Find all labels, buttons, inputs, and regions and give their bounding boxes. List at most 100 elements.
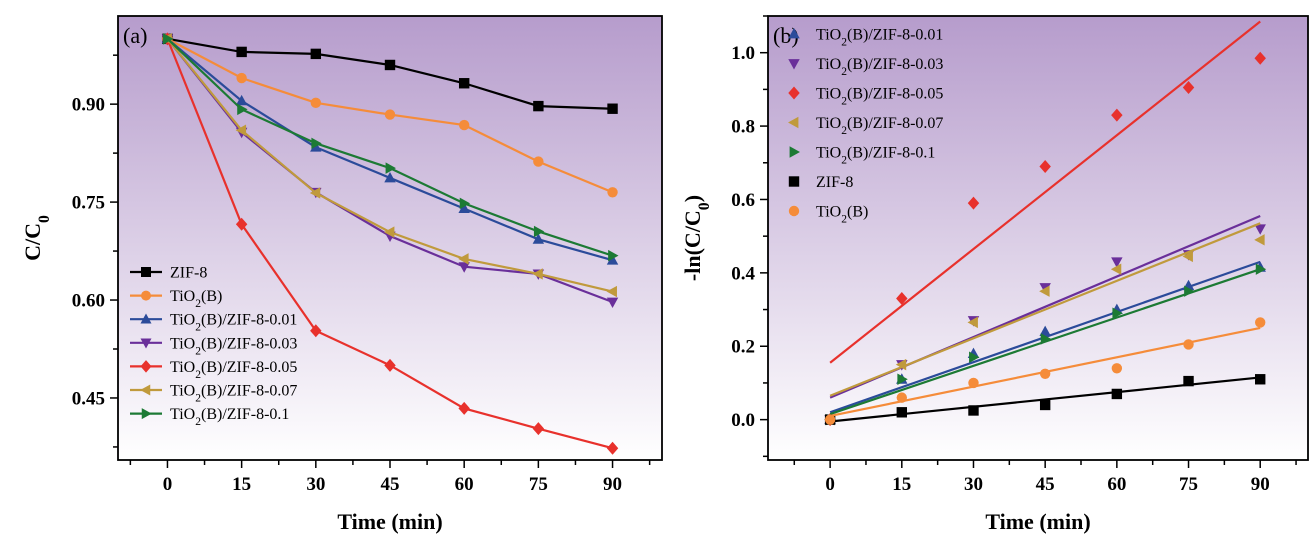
data-point: [1255, 263, 1267, 275]
x-tick-label: 15: [232, 474, 251, 495]
legend-item: TiO2(B)/ZIF-8-0.03: [788, 56, 943, 78]
y-axis-title-text: C/C: [20, 223, 45, 261]
x-tick-label: 75: [529, 474, 548, 495]
series-tio2-b-zif-8-0-1: [163, 33, 619, 262]
data-point: [968, 405, 979, 416]
data-point: [384, 171, 396, 183]
legend-label: TiO2(B)/ZIF-8-0.07: [816, 115, 943, 137]
legend-marker: [788, 86, 800, 100]
data-point: [384, 358, 396, 372]
data-point: [969, 351, 980, 363]
y-tick-label: 1.0: [731, 43, 755, 64]
data-point: [824, 414, 836, 425]
legend-label-subscript: 2: [195, 416, 201, 428]
legend-label: TiO2(B)/ZIF-8-0.03: [170, 335, 297, 357]
x-tick-label: 90: [1251, 474, 1270, 495]
legend: ZIF-8TiO2(B)TiO2(B)/ZIF-8-0.01TiO2(B)/ZI…: [130, 265, 297, 428]
plot-background: [768, 16, 1308, 460]
data-point: [310, 324, 322, 338]
data-point: [896, 392, 908, 403]
legend-label: TiO2(B)/ZIF-8-0.1: [816, 145, 935, 167]
data-point: [309, 187, 321, 199]
legend-marker: [140, 384, 151, 396]
x-tick-label: 60: [1107, 474, 1126, 495]
legend-item: TiO2(B)/ZIF-8-0.1: [789, 145, 935, 167]
legend-label-subscript: 2: [195, 345, 201, 357]
series-tio2-b-: [824, 317, 1266, 425]
y-tick-label: 0.75: [72, 193, 105, 214]
legend-label-main: TiO: [170, 383, 195, 400]
data-point: [532, 268, 543, 280]
legend-marker: [788, 176, 800, 187]
legend-label: TiO2(B)/ZIF-8-0.01: [170, 312, 297, 334]
data-point: [1255, 374, 1266, 385]
legend-label-main: TiO: [170, 312, 195, 329]
data-point: [896, 292, 908, 306]
x-tick-label: 90: [603, 474, 622, 495]
data-point: [310, 48, 322, 60]
legend-item: TiO2(B)/ZIF-8-0.05: [130, 359, 297, 381]
legend-label-rest: (B)/ZIF-8-0.01: [201, 312, 297, 329]
plot-frame: [767, 15, 1309, 461]
data-point: [310, 97, 322, 109]
legend-label-rest: (B)/ZIF-8-0.05: [201, 359, 297, 376]
data-point: [1039, 159, 1051, 173]
data-point: [967, 196, 980, 210]
legend: TiO2(B)/ZIF-8-0.01TiO2(B)/ZIF-8-0.03TiO2…: [788, 27, 943, 226]
legend-marker: [789, 146, 800, 158]
y-tick-label: 0.6: [731, 190, 755, 211]
legend-label-subscript: 2: [841, 66, 847, 78]
data-point: [608, 249, 619, 262]
data-point: [607, 103, 618, 114]
data-point: [532, 233, 545, 244]
y-axis-title-text: -ln(C/C: [680, 210, 705, 281]
data-point: [311, 137, 322, 150]
legend-label: TiO2(B): [170, 288, 222, 310]
data-point: [967, 316, 978, 329]
data-point: [235, 217, 248, 231]
data-point: [458, 262, 470, 273]
data-point: [1111, 108, 1123, 122]
data-point: [897, 373, 908, 385]
legend-label-subscript: 2: [841, 96, 847, 108]
data-point: [235, 94, 248, 106]
y-tick-label: 0.90: [72, 95, 105, 116]
data-point: [1255, 317, 1266, 328]
data-point: [606, 254, 619, 265]
data-point: [1111, 388, 1123, 400]
legend-marker: [140, 360, 152, 373]
data-point: [1039, 325, 1051, 336]
legend-label: TiO2(B)/ZIF-8-0.01: [816, 27, 943, 49]
data-point: [1039, 368, 1051, 379]
legend-label-rest: (B)/ZIF-8-0.03: [201, 335, 297, 352]
y-axis: 0.45 0.60 0.75 0.90: [72, 54, 118, 448]
data-point: [236, 72, 247, 84]
data-point: [606, 285, 617, 298]
legend-label: TiO2(B)/ZIF-8-0.1: [170, 406, 289, 428]
legend-marker: [788, 205, 800, 217]
data-point: [1254, 234, 1265, 246]
legend-label-main: TiO: [170, 406, 195, 423]
x-tick-label: 45: [1036, 474, 1055, 495]
data-point: [1183, 375, 1194, 387]
data-point: [1110, 263, 1122, 275]
legend-label-main: TiO: [816, 204, 841, 221]
legend-marker: [141, 290, 151, 301]
data-point: [1183, 339, 1194, 350]
legend-item: TiO2(B)/ZIF-8-0.01: [130, 312, 297, 334]
legend-label: ZIF-8: [816, 174, 853, 191]
data-point: [458, 202, 470, 214]
legend-marker: [140, 338, 152, 349]
data-point: [1254, 224, 1266, 235]
legend-label: TiO2(B)/ZIF-8-0.05: [170, 359, 297, 381]
data-point: [606, 297, 619, 308]
legend-label-rest: (B)/ZIF-8-0.05: [847, 86, 943, 103]
y-axis-title: -ln(C/C0): [680, 195, 713, 281]
legend-label: TiO2(B)/ZIF-8-0.03: [816, 56, 943, 78]
x-axis-title-text: Time (min): [985, 509, 1090, 534]
x-tick-label: 60: [455, 474, 474, 495]
legend-marker: [788, 28, 800, 39]
data-point: [896, 407, 908, 418]
y-tick-label: 0.8: [731, 117, 755, 138]
